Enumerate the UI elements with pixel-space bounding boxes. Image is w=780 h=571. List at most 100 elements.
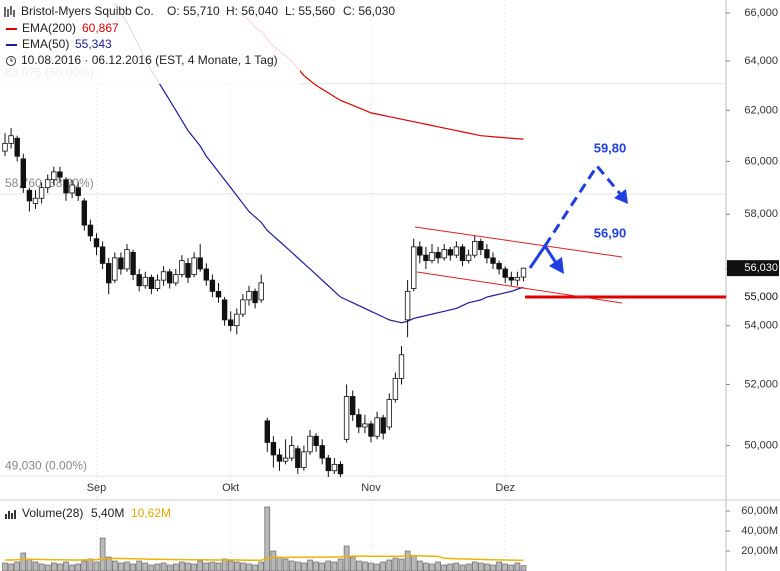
volume-bar (105, 556, 112, 571)
y-tick-label: 52,000 (744, 378, 778, 390)
volume-bar (136, 560, 142, 571)
candle-body (2, 142, 8, 152)
candle-body (203, 268, 209, 281)
volume-bar (32, 561, 39, 571)
ohlc: H: 56,040 (226, 4, 278, 18)
candle-body (252, 290, 258, 304)
volume-bar (465, 563, 472, 571)
volume-bar (288, 560, 295, 571)
candle-body (380, 417, 386, 434)
volume-bar (319, 562, 326, 571)
candle-body (14, 137, 20, 157)
candle-body (51, 171, 57, 181)
arrow-head (549, 257, 564, 274)
legend-label: EMA(50) (22, 37, 69, 51)
volume-bar (14, 561, 20, 571)
icon (5, 510, 16, 519)
candle-body (343, 396, 350, 440)
volume-bar (154, 563, 161, 571)
legend-label: EMA(200) (22, 21, 76, 35)
volume-bar (423, 562, 429, 571)
candle-body (63, 179, 69, 194)
candle-body (160, 271, 167, 281)
clock-icon (6, 56, 16, 66)
volume-header: Volume(28) 5,40M 10,62M (5, 506, 171, 520)
y-tick-label: 64,000 (744, 55, 778, 67)
candle-body (32, 197, 39, 204)
candle-body (246, 290, 252, 301)
volume-bar (337, 558, 344, 571)
candle-body (368, 423, 374, 437)
period: 10.08.2016 · 06.12.2016 (EST, 4 Monate, … (21, 53, 278, 67)
candle-body (75, 187, 81, 196)
fib-label: 49,030 (0.00%) (5, 458, 87, 472)
volume-bar (416, 560, 423, 571)
volume-bar (362, 561, 368, 571)
volume-bar (380, 561, 387, 571)
volume-bar (99, 537, 106, 571)
volume-bar (459, 564, 466, 571)
volume-bar (307, 559, 313, 571)
candle-body (270, 442, 277, 456)
volume-title: Volume(28) (22, 506, 83, 520)
volume-tick-label: 60,00M (741, 505, 778, 517)
candle-body (185, 263, 191, 278)
candle-body (45, 179, 51, 189)
candle-body (514, 276, 521, 281)
volume-bar (252, 564, 258, 571)
candle-body (410, 246, 417, 289)
candle-body (106, 263, 112, 284)
candle-body (392, 378, 399, 400)
volume-bar (508, 564, 515, 571)
candle-body (130, 251, 136, 275)
ohlc: L: 55,560 (285, 4, 335, 18)
candle-body (191, 257, 197, 275)
volume-bar (276, 556, 283, 571)
legend-value: 60,867 (82, 21, 119, 35)
candle-body (471, 240, 478, 256)
ema-line (114, 3, 524, 324)
volume-bar (453, 562, 460, 571)
volume-bar (69, 564, 75, 571)
volume-tick-label: 20,00M (741, 545, 778, 557)
volume-bar (490, 564, 496, 571)
candle-body (173, 274, 179, 284)
volume-bar (246, 563, 252, 571)
volume-bar (392, 557, 399, 571)
volume-bar (496, 561, 502, 571)
candle-body (154, 279, 161, 289)
volume-bar (2, 562, 8, 571)
volume-bar (477, 562, 484, 571)
candle-body (8, 135, 14, 144)
candle-body (282, 457, 289, 462)
candle-body (57, 171, 63, 178)
volume-tick-label: 40,00M (741, 525, 778, 537)
volume-bar (38, 563, 45, 571)
candle-body (124, 249, 130, 270)
volume-bar (349, 556, 356, 571)
candle-body (227, 319, 234, 327)
candle-body (93, 238, 100, 248)
volume-bar (484, 563, 490, 571)
candle-body (319, 445, 325, 459)
candle-body (459, 246, 466, 262)
volume-bar (441, 564, 448, 571)
volume-bar (148, 564, 155, 571)
candle-body (258, 282, 264, 301)
volume-bar (81, 560, 88, 571)
ohlc: O: 55,710 (167, 4, 220, 18)
y-tick-label: 58,000 (744, 208, 778, 220)
candle-body (508, 276, 514, 281)
candle-body (447, 249, 453, 256)
candle-body (118, 257, 124, 270)
volume-bar (209, 561, 216, 571)
candle-body (276, 454, 283, 462)
volume-bar (282, 558, 289, 571)
candle-body (221, 299, 228, 321)
y-tick-label: 60,000 (744, 155, 778, 167)
volume-bar (130, 563, 136, 571)
candle-body (478, 240, 484, 251)
header: Bristol-Myers Squibb Co. O: 55,710 H: 56… (0, 0, 395, 84)
candle-body (429, 251, 435, 262)
